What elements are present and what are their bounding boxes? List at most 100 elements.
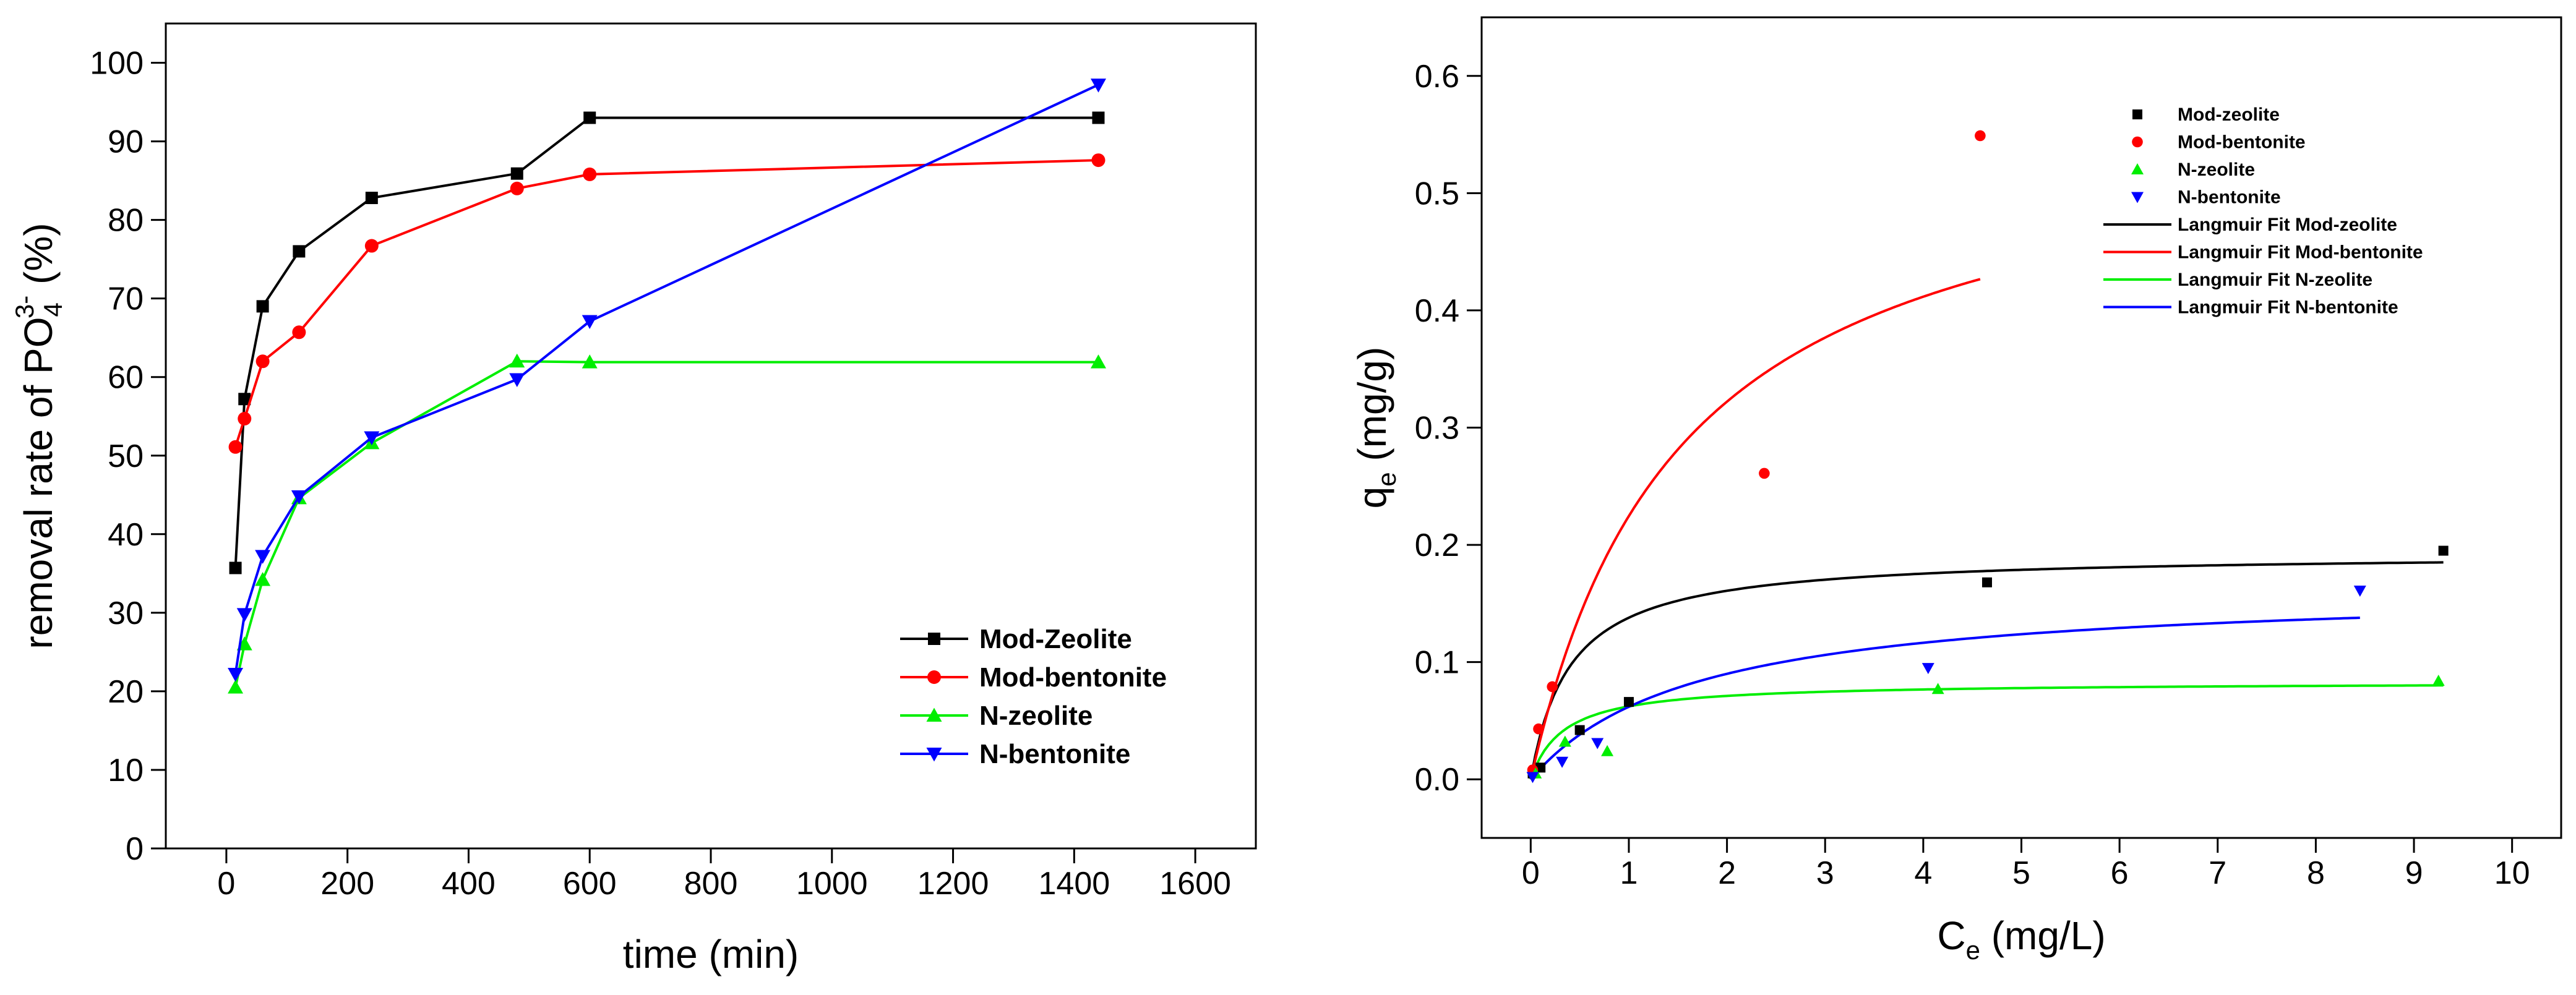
data-point-mod-bentonite: [1975, 130, 1986, 142]
x-tick-label: 6: [2111, 855, 2129, 891]
legend-label: N-zeolite: [979, 701, 1093, 731]
x-tick-label: 3: [1816, 855, 1834, 891]
series-line-n-bentonite: [234, 83, 1099, 675]
y-tick-label: 50: [108, 438, 144, 474]
x-tick-label: 9: [2405, 855, 2423, 891]
legend-label: N-bentonite: [2178, 187, 2281, 208]
x-tick-label: 4: [1914, 855, 1932, 891]
fit-curve-langmuir-fit-mod-bentonite: [1529, 278, 1981, 780]
legend-item-langmuir-fit-n-zeolite: Langmuir Fit N-zeolite: [2103, 270, 2372, 290]
isotherm-chart: 0 1 2 3 4 5 6 7 8 9 10 0.0 0.1 0.2 0.3 0.4 0.5 0.6 Ce (mg/…: [1350, 16, 2562, 965]
data-point-mod-zeolite: [1574, 725, 1585, 735]
legend-item-langmuir-fit-mod-zeolite: Langmuir Fit Mod-zeolite: [2103, 215, 2397, 235]
data-point-n-zeolite: [2432, 674, 2445, 686]
x-tick-label: 1400: [1038, 866, 1110, 902]
legend-label: N-zeolite: [2178, 160, 2255, 180]
y-tick-label: 80: [108, 203, 144, 239]
data-point-n-zeolite: [228, 680, 244, 694]
data-point-mod-zeolite: [238, 393, 251, 406]
legend-item-n-bentonite: N-bentonite: [900, 739, 1130, 769]
y-tick-label: 40: [108, 517, 144, 553]
data-point-mod-bentonite: [255, 354, 270, 369]
series-mod-zeolite: [229, 111, 1105, 574]
data-point-mod-zeolite: [229, 562, 242, 574]
data-point-n-zeolite: [1558, 735, 1571, 747]
data-point-n-bentonite: [255, 550, 271, 564]
data-point-n-bentonite: [228, 667, 244, 682]
legend-item-n-zeolite: N-zeolite: [2131, 160, 2255, 180]
x-tick-label: 800: [684, 866, 738, 902]
data-point-n-bentonite: [1921, 663, 1934, 675]
data-point-n-bentonite: [364, 431, 380, 446]
y-tick-label: 0: [126, 831, 144, 867]
x-tick-label: 0: [1522, 855, 1540, 891]
data-point-n-bentonite: [1556, 756, 1569, 768]
data-point-n-bentonite: [1526, 772, 1539, 784]
data-point-mod-bentonite: [1547, 681, 1558, 693]
legend-label: Mod-zeolite: [2178, 105, 2280, 125]
x-tick-label: 400: [442, 866, 496, 902]
fit-curve-langmuir-fit-n-zeolite: [1529, 684, 2444, 780]
data-point-n-zeolite: [582, 354, 598, 369]
legend-label: Langmuir Fit N-zeolite: [2178, 270, 2372, 290]
x-tick-label: 0: [217, 866, 235, 902]
legend-label: Langmuir Fit N-bentonite: [2178, 297, 2398, 318]
series-line-n-zeolite: [234, 360, 1099, 688]
legend-item-mod-zeolite: Mod-Zeolite: [900, 624, 1132, 654]
series-n-bentonite: [1526, 586, 2366, 784]
legend-swatch-marker: [926, 707, 942, 722]
y-tick-label: 20: [108, 674, 144, 710]
y-tick-label: 0.2: [1415, 527, 1459, 563]
data-point-n-zeolite: [509, 353, 525, 368]
legend-item-n-zeolite: N-zeolite: [900, 701, 1093, 731]
x-axis-title: Ce (mg/L): [1937, 913, 2105, 965]
x-tick-label: 1: [1620, 855, 1638, 891]
data-point-mod-zeolite: [365, 192, 378, 205]
data-point-n-zeolite: [255, 571, 271, 586]
kinetics-chart: 0 200 400 600 800 1000 1200 1400 1600 0 10 20 30 40 50…: [10, 22, 1257, 976]
data-point-mod-zeolite: [1623, 697, 1634, 707]
fit-curve-langmuir-fit-n-bentonite: [1529, 617, 2360, 780]
legend-swatch-marker: [928, 633, 940, 645]
x-tick-label: 10: [2494, 855, 2530, 891]
y-tick-label: 70: [108, 281, 144, 317]
data-point-mod-bentonite: [1091, 153, 1106, 168]
legend-swatch-marker: [2131, 192, 2144, 203]
y-tick-label: 0.5: [1415, 176, 1459, 211]
y-axis-title: removal rate of PO43- (%): [10, 223, 67, 649]
data-point-mod-bentonite: [1533, 723, 1544, 735]
data-point-n-bentonite: [291, 490, 307, 505]
legend-swatch-marker: [2132, 136, 2143, 148]
plot-frame: [1480, 16, 2562, 839]
legend-item-n-bentonite: N-bentonite: [2131, 187, 2281, 208]
legend-swatch-marker: [926, 748, 942, 762]
data-point-mod-zeolite: [1981, 577, 1992, 587]
legend-item-mod-zeolite: Mod-zeolite: [2132, 105, 2280, 125]
x-tick-label: 7: [2209, 855, 2226, 891]
y-tick-label: 0.0: [1415, 762, 1459, 798]
x-tick-label: 1200: [917, 866, 989, 902]
x-tick-label: 600: [563, 866, 617, 902]
data-point-n-bentonite: [1591, 738, 1604, 749]
data-point-mod-bentonite: [1759, 468, 1770, 479]
y-tick-label: 0.4: [1415, 293, 1459, 329]
series-mod-bentonite: [1527, 130, 1986, 775]
legend-label: Mod-bentonite: [2178, 132, 2306, 153]
series-n-bentonite: [228, 79, 1106, 682]
x-tick-label: 8: [2307, 855, 2325, 891]
series-mod-bentonite: [228, 153, 1106, 454]
data-point-mod-bentonite: [364, 239, 379, 253]
y-tick-label: 0.1: [1415, 645, 1459, 681]
data-point-mod-bentonite: [238, 412, 252, 426]
x-axis-title: time (min): [623, 932, 799, 976]
data-point-mod-bentonite: [510, 181, 524, 195]
y-tick-label: 30: [108, 596, 144, 631]
series-line-mod-bentonite: [234, 159, 1099, 448]
y-tick-label: 90: [108, 124, 144, 160]
y-tick-label: 0.6: [1415, 59, 1459, 95]
legend-label: Langmuir Fit Mod-bentonite: [2178, 242, 2423, 263]
legend: Mod-Zeolite Mod-bentonite N-zeolite N-bento…: [900, 624, 1167, 769]
y-tick-label: 0.3: [1415, 411, 1459, 446]
